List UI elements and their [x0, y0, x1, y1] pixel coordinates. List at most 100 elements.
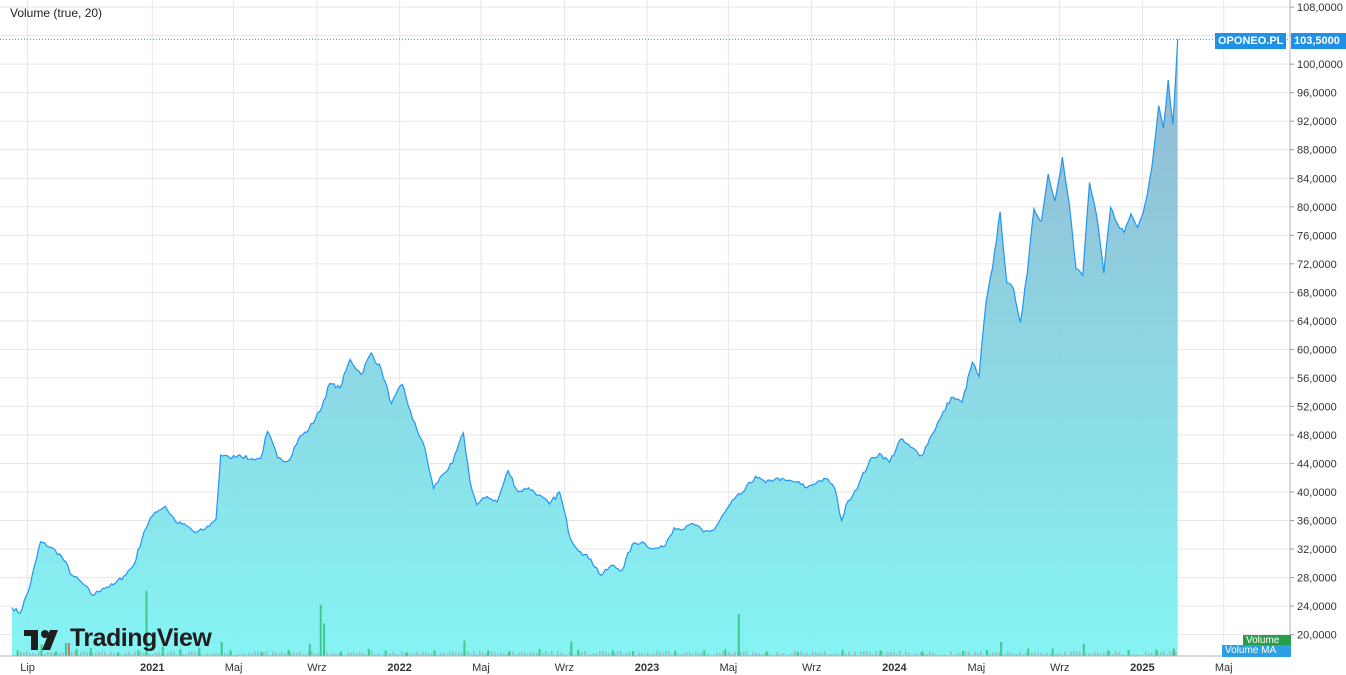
volume-bar: [431, 653, 433, 656]
volume-bar: [1088, 653, 1090, 656]
volume-bar: [533, 652, 535, 656]
volume-bar: [839, 654, 841, 656]
volume-bar: [728, 652, 730, 656]
volume-bar: [602, 651, 604, 656]
volume-bar: [194, 652, 196, 656]
volume-bar: [923, 654, 925, 656]
volume-bar: [293, 651, 295, 656]
volume-bar: [198, 647, 201, 656]
volume-bar: [818, 652, 820, 656]
volume-bar: [77, 653, 79, 656]
volume-bar: [458, 652, 460, 656]
volume-bar: [433, 650, 436, 656]
volume-bar: [908, 653, 910, 656]
volume-bar: [422, 651, 424, 656]
volume-bar: [809, 654, 811, 656]
volume-bar: [485, 653, 487, 656]
volume-bar: [746, 651, 748, 656]
volume-bar: [131, 653, 133, 656]
volume-bar: [455, 652, 457, 656]
volume-bar: [872, 654, 874, 656]
volume-bar: [62, 652, 64, 656]
volume-bar: [734, 651, 736, 656]
volume-bar: [377, 652, 379, 656]
volume-bar: [29, 652, 31, 656]
volume-bar: [884, 654, 886, 656]
volume-bar: [104, 651, 106, 656]
volume-bar: [44, 653, 46, 656]
volume-bar: [724, 649, 727, 656]
volume-bar: [683, 652, 685, 656]
volume-bar: [500, 652, 502, 656]
volume-bar: [1004, 654, 1006, 656]
volume-bar: [863, 651, 865, 656]
y-tick-label: 52,0000: [1297, 401, 1337, 413]
volume-bar: [1115, 651, 1117, 656]
x-tick-label: Wrz: [555, 662, 574, 674]
volume-bar: [629, 651, 631, 656]
volume-bar: [935, 654, 937, 656]
volume-bar: [197, 653, 199, 656]
volume-bar: [75, 649, 78, 656]
volume-bar: [995, 652, 997, 656]
volume-bar: [362, 652, 364, 656]
volume-bar: [419, 653, 421, 656]
volume-bar: [389, 653, 391, 656]
volume-bar: [215, 652, 217, 656]
x-tick-label: Maj: [1215, 662, 1233, 674]
volume-bar: [845, 653, 847, 656]
volume-bar: [671, 654, 673, 656]
volume-bar: [1118, 652, 1120, 656]
volume-bar: [1000, 642, 1003, 656]
volume-bar: [383, 654, 385, 656]
volume-bar: [407, 652, 409, 656]
volume-bar: [122, 654, 124, 656]
volume-bar: [224, 652, 226, 656]
volume-bar: [239, 654, 241, 656]
volume-bar: [577, 650, 580, 656]
volume-bar: [716, 652, 718, 656]
volume-bar: [1046, 652, 1048, 656]
volume-bar: [833, 653, 835, 656]
volume-bar: [959, 652, 961, 656]
last-price-tag: 103,5000: [1291, 33, 1346, 49]
volume-bar: [794, 651, 796, 656]
volume-bar: [1127, 650, 1130, 656]
volume-bar: [359, 651, 361, 656]
volume-bar: [782, 653, 784, 656]
volume-bar: [878, 654, 880, 656]
volume-bar: [1055, 653, 1057, 656]
volume-bar: [1155, 649, 1158, 656]
y-tick-label: 100,0000: [1297, 59, 1343, 71]
volume-bar: [848, 651, 850, 656]
volume-bar: [968, 651, 970, 656]
volume-bar: [1148, 653, 1150, 656]
tradingview-logo[interactable]: TradingView: [24, 624, 212, 653]
volume-bar: [38, 651, 40, 656]
volume-bar: [719, 653, 721, 656]
indicator-title[interactable]: Volume (true, 20): [10, 6, 103, 20]
volume-bar: [692, 653, 694, 656]
y-tick-label: 28,0000: [1297, 573, 1337, 585]
volume-bar: [899, 650, 901, 656]
volume-bar: [53, 653, 55, 656]
volume-bar: [413, 653, 415, 656]
volume-bar: [92, 653, 94, 656]
y-tick-label: 68,0000: [1297, 287, 1337, 299]
volume-bar: [463, 640, 466, 656]
y-tick-label: 48,0000: [1297, 430, 1337, 442]
volume-bar: [155, 652, 157, 656]
volume-bar: [921, 651, 924, 656]
volume-bar: [242, 653, 244, 656]
volume-bar: [245, 654, 247, 656]
volume-bar: [803, 653, 805, 656]
volume-bar: [980, 651, 982, 656]
volume-bar: [1172, 648, 1175, 656]
volume-bar: [569, 651, 571, 656]
volume-bar: [470, 653, 472, 656]
volume-bar: [152, 654, 154, 656]
volume-bar: [170, 651, 172, 656]
price-area: [12, 39, 1178, 656]
volume-bar: [701, 652, 703, 656]
